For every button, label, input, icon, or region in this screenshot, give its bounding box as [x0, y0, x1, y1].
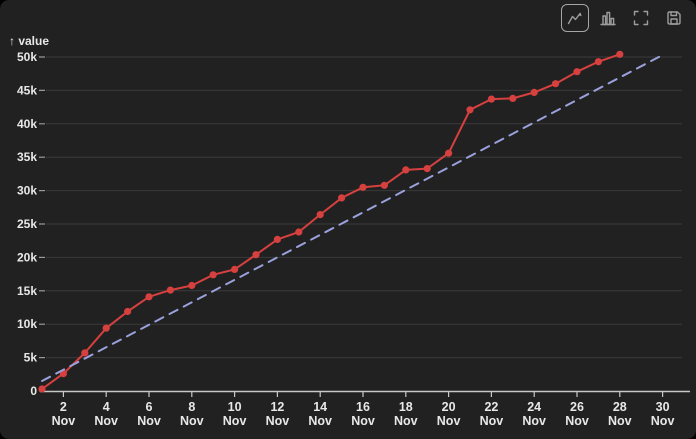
x-axis-label-month: Nov — [94, 414, 118, 428]
data-point[interactable] — [573, 68, 581, 76]
y-axis-label: 40k — [17, 117, 37, 131]
x-axis-label-month: Nov — [180, 414, 204, 428]
x-axis-label-day: 10 — [228, 400, 242, 414]
x-axis-label-month: Nov — [308, 414, 332, 428]
series-baseline-trend-line — [41, 54, 664, 382]
y-axis-label: 20k — [17, 250, 37, 264]
data-point[interactable] — [423, 165, 431, 173]
y-axis-label: 30k — [17, 184, 37, 198]
data-point[interactable] — [338, 194, 346, 202]
x-axis-label-month: Nov — [565, 414, 589, 428]
x-axis-label-month: Nov — [351, 414, 375, 428]
switch-to-line-chart-button[interactable] — [561, 4, 589, 32]
x-axis-label-day: 4 — [103, 400, 110, 414]
data-point[interactable] — [487, 95, 495, 103]
data-point[interactable] — [231, 265, 239, 273]
data-point[interactable] — [124, 307, 132, 316]
y-axis-label: 25k — [17, 217, 37, 231]
save-as-image-button[interactable] — [660, 4, 688, 32]
data-point[interactable] — [616, 50, 624, 58]
y-axis-label: 0 — [30, 384, 37, 398]
data-point[interactable] — [402, 166, 410, 174]
x-axis-label-day: 12 — [270, 400, 284, 414]
x-axis-label-month: Nov — [223, 414, 247, 428]
x-axis-label-month: Nov — [394, 414, 418, 428]
data-point[interactable] — [594, 58, 603, 66]
data-point[interactable] — [81, 349, 89, 357]
data-point[interactable] — [380, 181, 388, 189]
x-axis-label-day: 20 — [442, 400, 456, 414]
y-axis-label: 5k — [24, 351, 38, 365]
save-image-icon — [667, 11, 681, 25]
x-axis-label-month: Nov — [266, 414, 290, 428]
x-axis-label-month: Nov — [651, 414, 675, 428]
y-axis-label: 15k — [17, 284, 37, 298]
x-axis-label-day: 2 — [60, 400, 67, 414]
data-point[interactable] — [209, 271, 217, 279]
data-point[interactable] — [359, 183, 367, 191]
x-axis-label-month: Nov — [608, 414, 632, 428]
data-point[interactable] — [188, 281, 196, 290]
x-axis-label-month: Nov — [52, 414, 76, 428]
x-axis-label-day: 22 — [484, 400, 498, 414]
data-point[interactable] — [145, 293, 153, 301]
line-chart-icon — [567, 12, 582, 25]
bar-chart-icon — [600, 11, 616, 26]
x-axis-label-month: Nov — [137, 414, 161, 428]
x-axis-label-day: 6 — [146, 400, 153, 414]
data-point[interactable] — [273, 235, 281, 243]
x-axis-label-month: Nov — [522, 414, 546, 428]
switch-to-bar-chart-button[interactable] — [594, 4, 622, 32]
data-point[interactable] — [530, 88, 538, 96]
x-axis-label-day: 16 — [356, 400, 370, 414]
x-axis-label-month: Nov — [437, 414, 461, 428]
data-point[interactable] — [102, 324, 110, 332]
x-axis-label-month: Nov — [480, 414, 504, 428]
data-point[interactable] — [445, 149, 453, 157]
x-axis-label-day: 30 — [656, 400, 670, 414]
x-axis-label-day: 24 — [527, 400, 541, 414]
x-axis-label-day: 8 — [188, 400, 195, 414]
fullscreen-icon — [633, 10, 649, 26]
data-point[interactable] — [509, 94, 517, 102]
data-point[interactable] — [316, 211, 324, 219]
data-point[interactable] — [466, 106, 474, 114]
data-point[interactable] — [295, 228, 303, 236]
y-axis-label: 45k — [17, 83, 37, 97]
data-point[interactable] — [38, 385, 46, 393]
series-value-line — [41, 53, 621, 390]
chart-toolbar — [561, 4, 688, 32]
x-axis-label-day: 28 — [613, 400, 627, 414]
data-point[interactable] — [552, 80, 560, 88]
fullscreen-button[interactable] — [627, 4, 655, 32]
y-axis-title: ↑ value — [9, 34, 49, 48]
y-axis-label: 35k — [17, 150, 37, 164]
y-axis-label: 50k — [17, 50, 37, 64]
data-point[interactable] — [166, 286, 174, 294]
x-axis-label-day: 14 — [313, 400, 327, 414]
x-axis-label-day: 26 — [570, 400, 584, 414]
x-axis-label-day: 18 — [399, 400, 413, 414]
y-axis-label: 10k — [17, 317, 37, 331]
data-point[interactable] — [252, 251, 260, 259]
